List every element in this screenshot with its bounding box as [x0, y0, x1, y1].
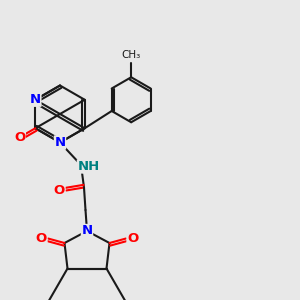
Text: N: N — [54, 136, 66, 149]
Text: O: O — [54, 184, 65, 197]
Text: O: O — [36, 232, 47, 245]
Text: N: N — [30, 93, 41, 106]
Text: O: O — [127, 232, 138, 245]
Text: O: O — [14, 131, 26, 144]
Text: N: N — [81, 224, 93, 238]
Text: NH: NH — [77, 160, 100, 173]
Text: CH₃: CH₃ — [122, 50, 141, 60]
